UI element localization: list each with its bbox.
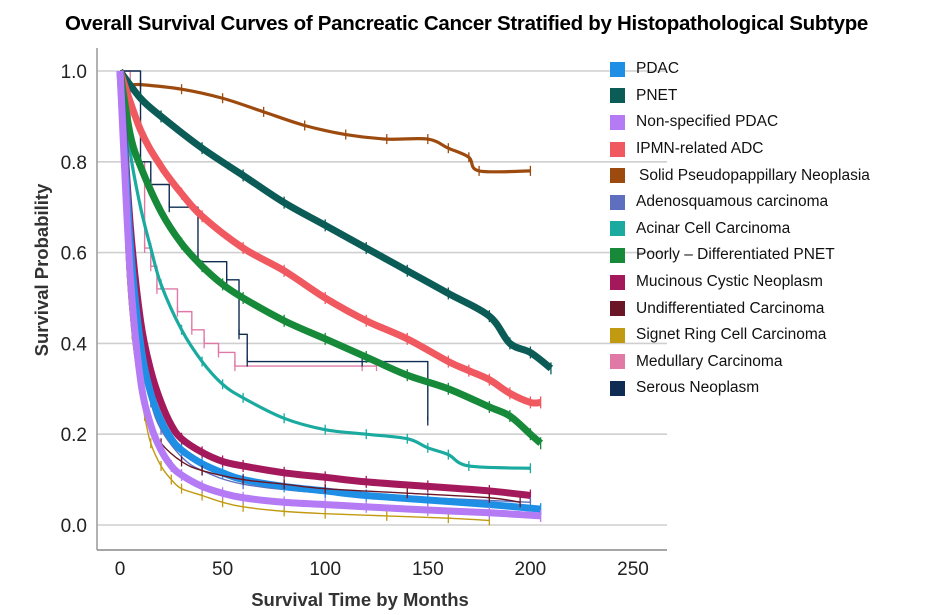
legend-label: PNET <box>636 86 678 104</box>
censor-marks <box>131 329 491 526</box>
legend-swatch <box>610 141 625 157</box>
legend-item: Medullary Carcinoma <box>610 349 870 376</box>
y-axis-title: Survival Probability <box>31 183 52 356</box>
y-tick-label: 0.2 <box>61 425 87 446</box>
legend: PDAC PNET Non-specified PDAC IPMN-related A… <box>610 56 870 402</box>
legend-item: IPMN-related ADC <box>610 136 870 163</box>
legend-label: Serous Neoplasm <box>636 379 760 397</box>
legend-item: Adenosquamous carcinoma <box>610 189 870 216</box>
legend-item: Serous Neoplasm <box>610 375 870 402</box>
legend-swatch <box>610 114 625 130</box>
legend-label: Poorly – Differentiated PNET <box>636 246 835 264</box>
x-tick-label: 150 <box>412 559 444 580</box>
legend-label: IPMN-related ADC <box>636 140 764 158</box>
legend-item: Solid Pseudopappillary Neoplasia <box>610 162 870 189</box>
legend-label: Adenosquamous carcinoma <box>636 193 829 211</box>
x-axis-title: Survival Time by Months <box>251 589 469 610</box>
x-tick-label: 200 <box>515 559 547 580</box>
legend-label: Medullary Carcinoma <box>636 352 783 370</box>
series-line-ipmn-related-adc <box>116 69 541 407</box>
legend-swatch <box>610 301 625 317</box>
censor-marks <box>160 160 542 409</box>
legend-label: Non-specified PDAC <box>636 113 779 131</box>
legend-item: Undifferentiated Carcinoma <box>610 295 870 322</box>
y-tick-label: 0.6 <box>61 244 87 265</box>
censor-marks <box>139 373 542 522</box>
legend-item: PNET <box>610 83 870 110</box>
series-line-serous-neoplasm <box>120 70 429 421</box>
chart-title: Overall Survival Curves of Pancreatic Ca… <box>64 12 869 35</box>
censor-marks <box>139 202 532 474</box>
legend-swatch <box>610 194 625 210</box>
censor-marks <box>139 314 532 502</box>
legend-item: Non-specified PDAC <box>610 109 870 136</box>
censor-marks <box>139 160 542 450</box>
x-tick-label: 250 <box>617 559 649 580</box>
legend-label: Signet Ring Cell Carcinoma <box>636 326 827 344</box>
legend-item: Signet Ring Cell Carcinoma <box>610 322 870 349</box>
x-tick-label: 100 <box>309 559 341 580</box>
legend-swatch <box>610 274 625 290</box>
legend-swatch <box>610 88 625 104</box>
y-tick-label: 0.0 <box>61 516 87 537</box>
legend-label: Mucinous Cystic Neoplasm <box>636 273 823 291</box>
legend-label: PDAC <box>636 60 680 78</box>
y-tick-label: 0.8 <box>61 153 87 174</box>
legend-label: Solid Pseudopappillary Neoplasia <box>639 166 870 184</box>
y-tick-label: 1.0 <box>61 62 87 83</box>
legend-label: Acinar Cell Carcinoma <box>636 219 791 237</box>
series-line-solid-pseudopappillary-neoplasia <box>118 70 531 174</box>
censor-marks <box>139 79 532 176</box>
legend-swatch <box>610 247 625 263</box>
y-tick-label: 0.4 <box>61 334 88 355</box>
x-tick-label: 50 <box>212 559 233 580</box>
series-line-signet-ring-cell-carcinoma <box>119 70 490 522</box>
x-tick-label: 0 <box>115 559 126 580</box>
legend-item: PDAC <box>610 56 870 83</box>
censor-marks <box>160 110 552 375</box>
legend-swatch <box>610 354 625 370</box>
legend-swatch <box>610 380 625 396</box>
legend-item: Poorly – Differentiated PNET <box>610 242 870 269</box>
legend-swatch <box>610 221 625 237</box>
legend-label: Undifferentiated Carcinoma <box>636 299 825 317</box>
legend-swatch <box>610 168 625 184</box>
series-line-poorly-differentiated-pnet <box>116 70 543 446</box>
legend-item: Mucinous Cystic Neoplasm <box>610 269 870 296</box>
censor-marks <box>150 179 429 426</box>
legend-item: Acinar Cell Carcinoma <box>610 216 870 243</box>
series-line-pnet <box>117 68 554 372</box>
legend-swatch <box>610 61 625 77</box>
legend-swatch <box>610 327 625 343</box>
